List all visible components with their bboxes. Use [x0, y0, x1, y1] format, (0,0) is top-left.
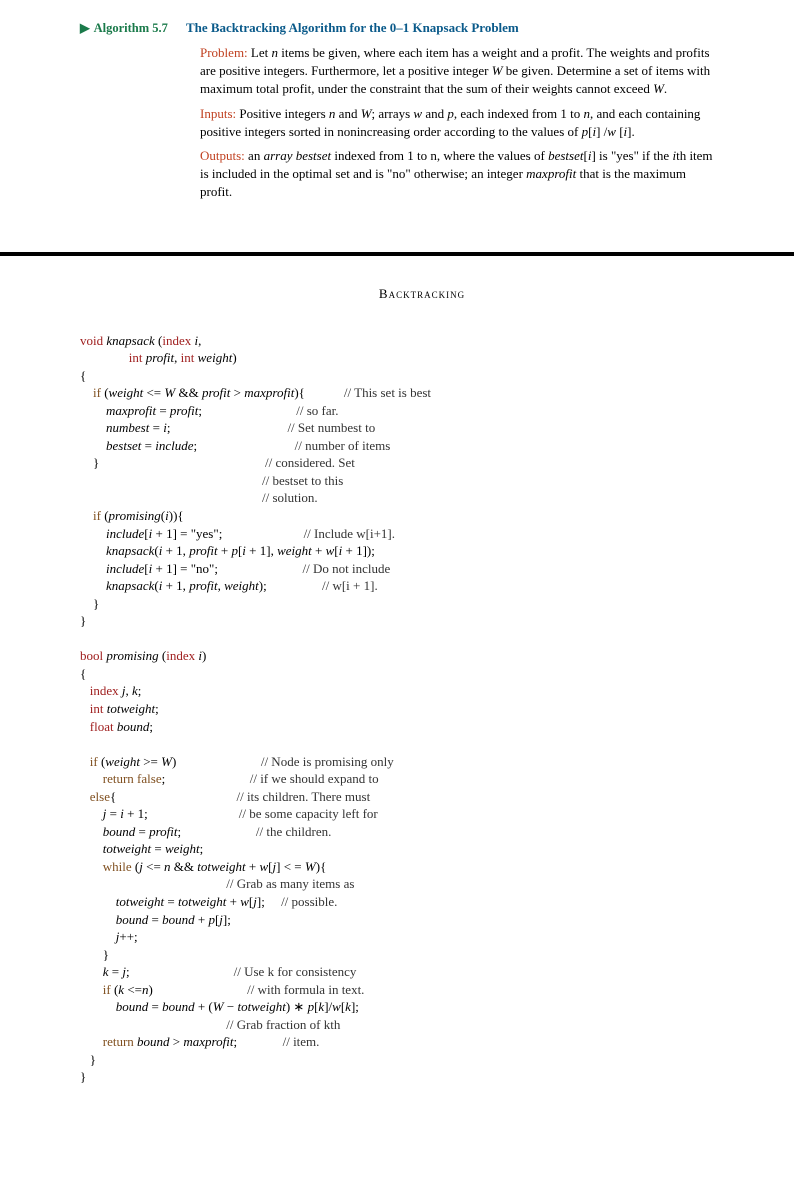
algorithm-title: The Backtracking Algorithm for the 0–1 K… — [186, 20, 519, 36]
triangle-icon: ▶ — [80, 20, 90, 36]
algorithm-number: Algorithm 5.7 — [94, 21, 168, 35]
inputs-label: Inputs: — [200, 106, 236, 121]
problem-text: Let n items be given, where each item ha… — [200, 45, 710, 96]
outputs-label: Outputs: — [200, 148, 245, 163]
algorithm-header: ▶ Algorithm 5.7 The Backtracking Algorith… — [80, 20, 714, 36]
separator-bar — [0, 252, 794, 256]
inputs-paragraph: Inputs: Positive integers n and W; array… — [200, 105, 714, 141]
outputs-text: an array bestset indexed from 1 to n, wh… — [200, 148, 713, 199]
inputs-text: Positive integers n and W; arrays w and … — [200, 106, 700, 139]
algorithm-label: ▶ Algorithm 5.7 — [80, 20, 168, 36]
algorithm-description: Problem: Let n items be given, where eac… — [200, 44, 714, 202]
problem-paragraph: Problem: Let n items be given, where eac… — [200, 44, 714, 99]
problem-label: Problem: — [200, 45, 248, 60]
code-block: void knapsack (index i, int profit, int … — [80, 332, 714, 1087]
section-title: Backtracking — [130, 286, 714, 302]
outputs-paragraph: Outputs: an array bestset indexed from 1… — [200, 147, 714, 202]
